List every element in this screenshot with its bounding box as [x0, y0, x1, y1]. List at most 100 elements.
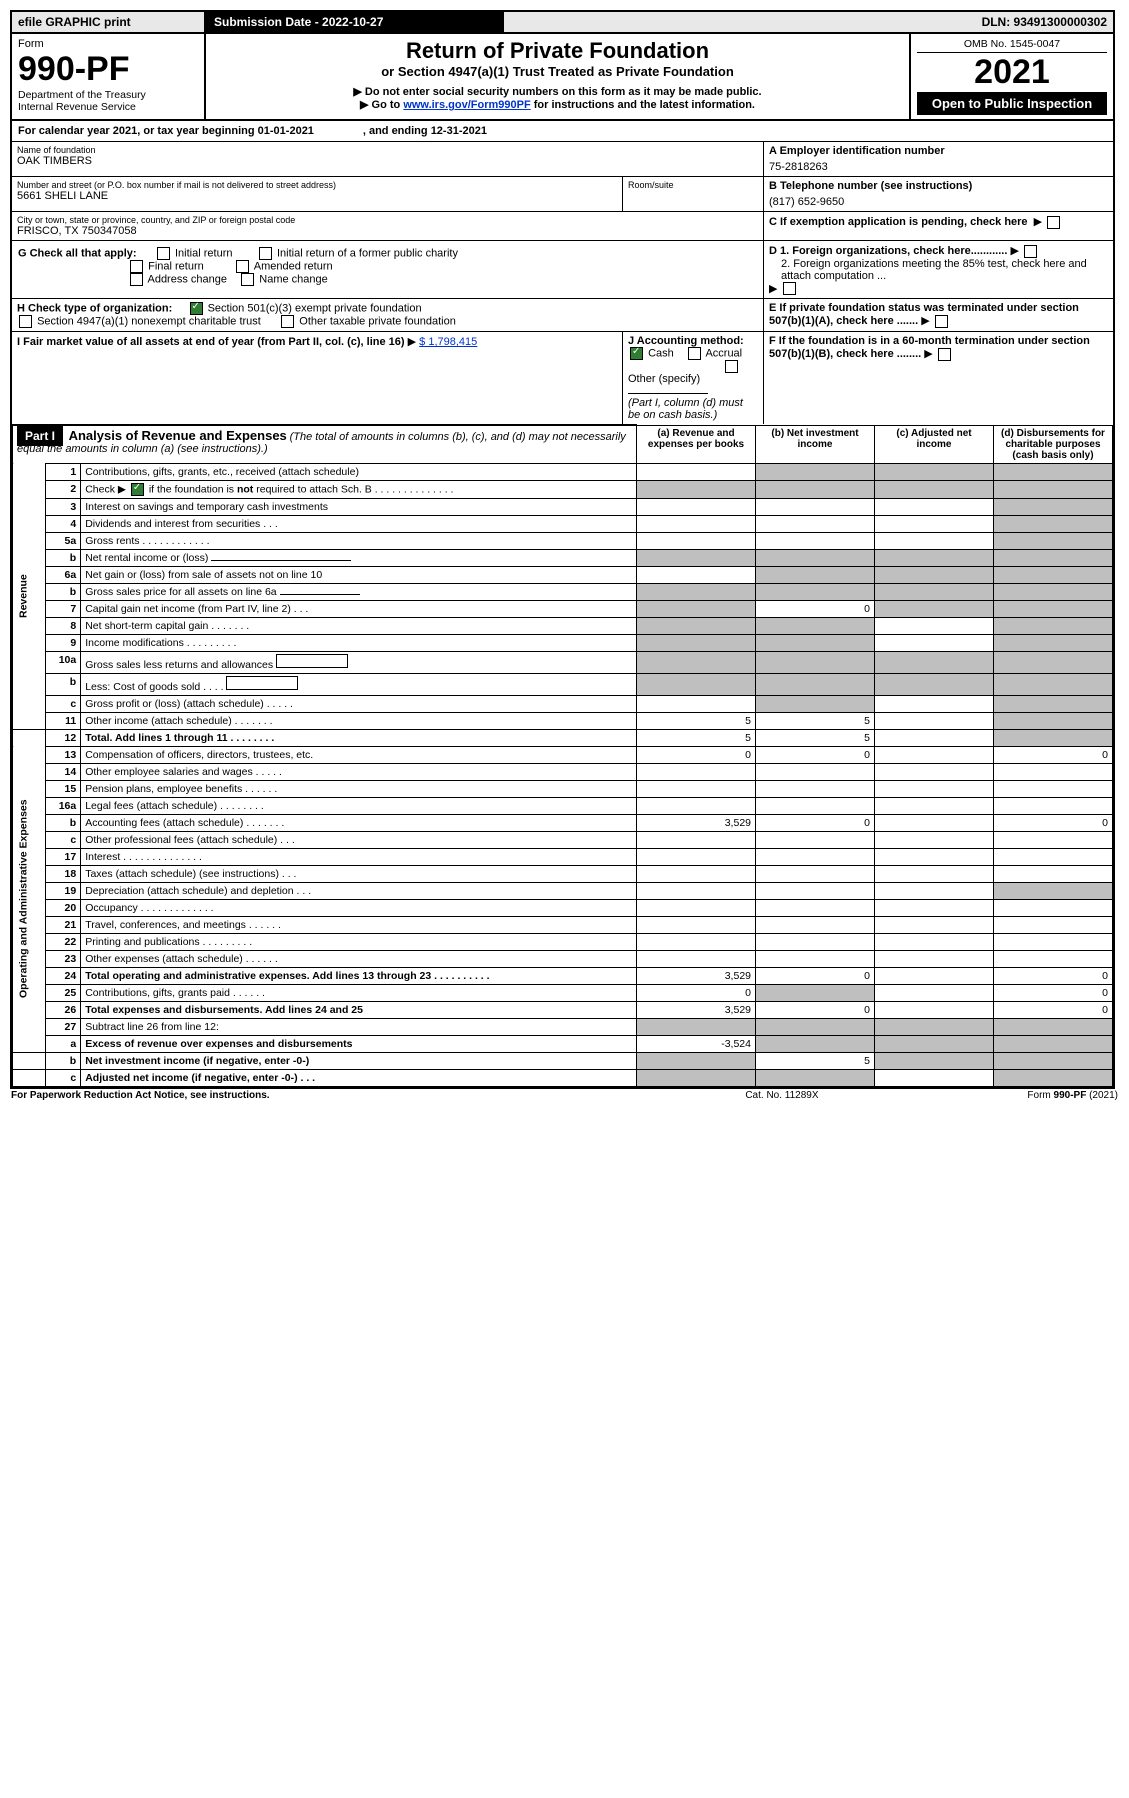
row-num: 23 [46, 950, 81, 967]
g-initial-former-checkbox[interactable] [259, 247, 272, 260]
amt-cell: 5 [637, 729, 756, 746]
row-desc: Other employee salaries and wages . . . … [81, 763, 637, 780]
j-other-checkbox[interactable] [725, 360, 738, 373]
table-row: 7Capital gain net income (from Part IV, … [13, 600, 1113, 617]
caly-mid: , and ending [363, 125, 431, 137]
row-desc: Compensation of officers, directors, tru… [81, 746, 637, 763]
j-cash-checkbox[interactable] [630, 347, 643, 360]
topbar: efile GRAPHIC print Submission Date - 20… [12, 12, 1113, 34]
c-label: C If exemption application is pending, c… [769, 216, 1028, 228]
row-desc: Net rental income or (loss) [81, 549, 637, 566]
row-num: 9 [46, 634, 81, 651]
row-num: 5a [46, 532, 81, 549]
table-row: cOther professional fees (attach schedul… [13, 831, 1113, 848]
h-4947-checkbox[interactable] [19, 315, 32, 328]
row-num: b [46, 549, 81, 566]
table-row: 20Occupancy . . . . . . . . . . . . . [13, 899, 1113, 916]
table-row: 12Total. Add lines 1 through 11 . . . . … [13, 729, 1113, 746]
row-desc: Total. Add lines 1 through 11 . . . . . … [81, 729, 637, 746]
table-row: aExcess of revenue over expenses and dis… [13, 1035, 1113, 1052]
f-checkbox[interactable] [938, 348, 951, 361]
row-num: b [46, 583, 81, 600]
r5b-d: Net rental income or (loss) [85, 552, 208, 564]
table-row: 10aGross sales less returns and allowanc… [13, 651, 1113, 673]
h-501c3-checkbox[interactable] [190, 302, 203, 315]
d2-checkbox[interactable] [783, 282, 796, 295]
row-desc: Income modifications . . . . . . . . . [81, 634, 637, 651]
table-row: 4Dividends and interest from securities … [13, 515, 1113, 532]
ein-label: A Employer identification number [769, 145, 1108, 157]
addr-value: 5661 SHELI LANE [17, 190, 617, 202]
g-address-checkbox[interactable] [130, 273, 143, 286]
caly-begin: 01-01-2021 [258, 125, 314, 137]
row-num: 13 [46, 746, 81, 763]
h-other-checkbox[interactable] [281, 315, 294, 328]
g-name-checkbox[interactable] [241, 273, 254, 286]
amt-cell: 0 [756, 967, 875, 984]
d1-label: D 1. Foreign organizations, check here..… [769, 245, 1007, 257]
instr2-pre: ▶ Go to [360, 99, 403, 111]
row-desc: Excess of revenue over expenses and disb… [81, 1035, 637, 1052]
j-accrual-checkbox[interactable] [688, 347, 701, 360]
table-row: 8Net short-term capital gain . . . . . .… [13, 617, 1113, 634]
row-desc: Other expenses (attach schedule) . . . .… [81, 950, 637, 967]
irs-link[interactable]: www.irs.gov/Form990PF [403, 99, 530, 111]
amt-cell: 0 [756, 746, 875, 763]
row-num: 17 [46, 848, 81, 865]
row-desc: Gross sales price for all assets on line… [81, 583, 637, 600]
row-num: 14 [46, 763, 81, 780]
row-desc: Accounting fees (attach schedule) . . . … [81, 814, 637, 831]
form-container: efile GRAPHIC print Submission Date - 20… [10, 10, 1115, 1089]
part1-title: Analysis of Revenue and Expenses [69, 428, 287, 443]
foundation-name: OAK TIMBERS [17, 155, 758, 167]
row-desc: Other professional fees (attach schedule… [81, 831, 637, 848]
g-final-checkbox[interactable] [130, 260, 143, 273]
g-initial-checkbox[interactable] [157, 247, 170, 260]
r2-not: not [237, 483, 253, 495]
g-final-label: Final return [148, 260, 204, 272]
table-row: 18Taxes (attach schedule) (see instructi… [13, 865, 1113, 882]
row-num: 27 [46, 1018, 81, 1035]
h-501c3-label: Section 501(c)(3) exempt private foundat… [208, 303, 422, 315]
amt-cell: 5 [756, 1052, 875, 1069]
row-desc: Net short-term capital gain . . . . . . … [81, 617, 637, 634]
row-num: 10a [46, 651, 81, 673]
row-desc: Legal fees (attach schedule) . . . . . .… [81, 797, 637, 814]
ein-value: 75-2818263 [769, 161, 1108, 173]
e-checkbox[interactable] [935, 315, 948, 328]
header-left: Form 990-PF Department of the Treasury I… [11, 34, 205, 120]
g-address-label: Address change [147, 273, 227, 285]
row-desc: Pension plans, employee benefits . . . .… [81, 780, 637, 797]
e-label: E If private foundation status was termi… [769, 302, 1079, 327]
submission-date: Submission Date - 2022-10-27 [204, 12, 504, 33]
efile-label[interactable]: efile GRAPHIC print [12, 12, 204, 33]
h-4947-label: Section 4947(a)(1) nonexempt charitable … [37, 316, 261, 328]
col-b-header: (b) Net investment income [756, 425, 875, 463]
footer-left: For Paperwork Reduction Act Notice, see … [10, 1089, 685, 1102]
expenses-sidelabel: Operating and Administrative Expenses [13, 746, 46, 1052]
row-num: 8 [46, 617, 81, 634]
addr-label: Number and street (or P.O. box number if… [17, 180, 617, 190]
d1-checkbox[interactable] [1024, 245, 1037, 258]
table-row: 15Pension plans, employee benefits . . .… [13, 780, 1113, 797]
caly-pre: For calendar year 2021, or tax year begi… [18, 125, 258, 137]
c-checkbox[interactable] [1047, 216, 1060, 229]
row-desc: Other income (attach schedule) . . . . .… [81, 712, 637, 729]
row-num: 4 [46, 515, 81, 532]
header-middle: Return of Private Foundation or Section … [205, 34, 910, 120]
schb-checkbox[interactable] [131, 483, 144, 496]
row-num: b [46, 1052, 81, 1069]
g-amended-checkbox[interactable] [236, 260, 249, 273]
col-a-header: (a) Revenue and expenses per books [637, 425, 756, 463]
form-title: Return of Private Foundation [212, 38, 903, 64]
row-num: 25 [46, 984, 81, 1001]
amt-cell: 0 [756, 600, 875, 617]
omb-label: OMB No. 1545-0047 [917, 38, 1107, 53]
row-desc: Gross profit or (loss) (attach schedule)… [81, 695, 637, 712]
table-row: cGross profit or (loss) (attach schedule… [13, 695, 1113, 712]
row-desc: Depreciation (attach schedule) and deple… [81, 882, 637, 899]
amt-cell: 0 [994, 814, 1113, 831]
form-subtitle: or Section 4947(a)(1) Trust Treated as P… [212, 64, 903, 79]
r2-mid: if the foundation is [149, 483, 237, 495]
row-num: b [46, 814, 81, 831]
